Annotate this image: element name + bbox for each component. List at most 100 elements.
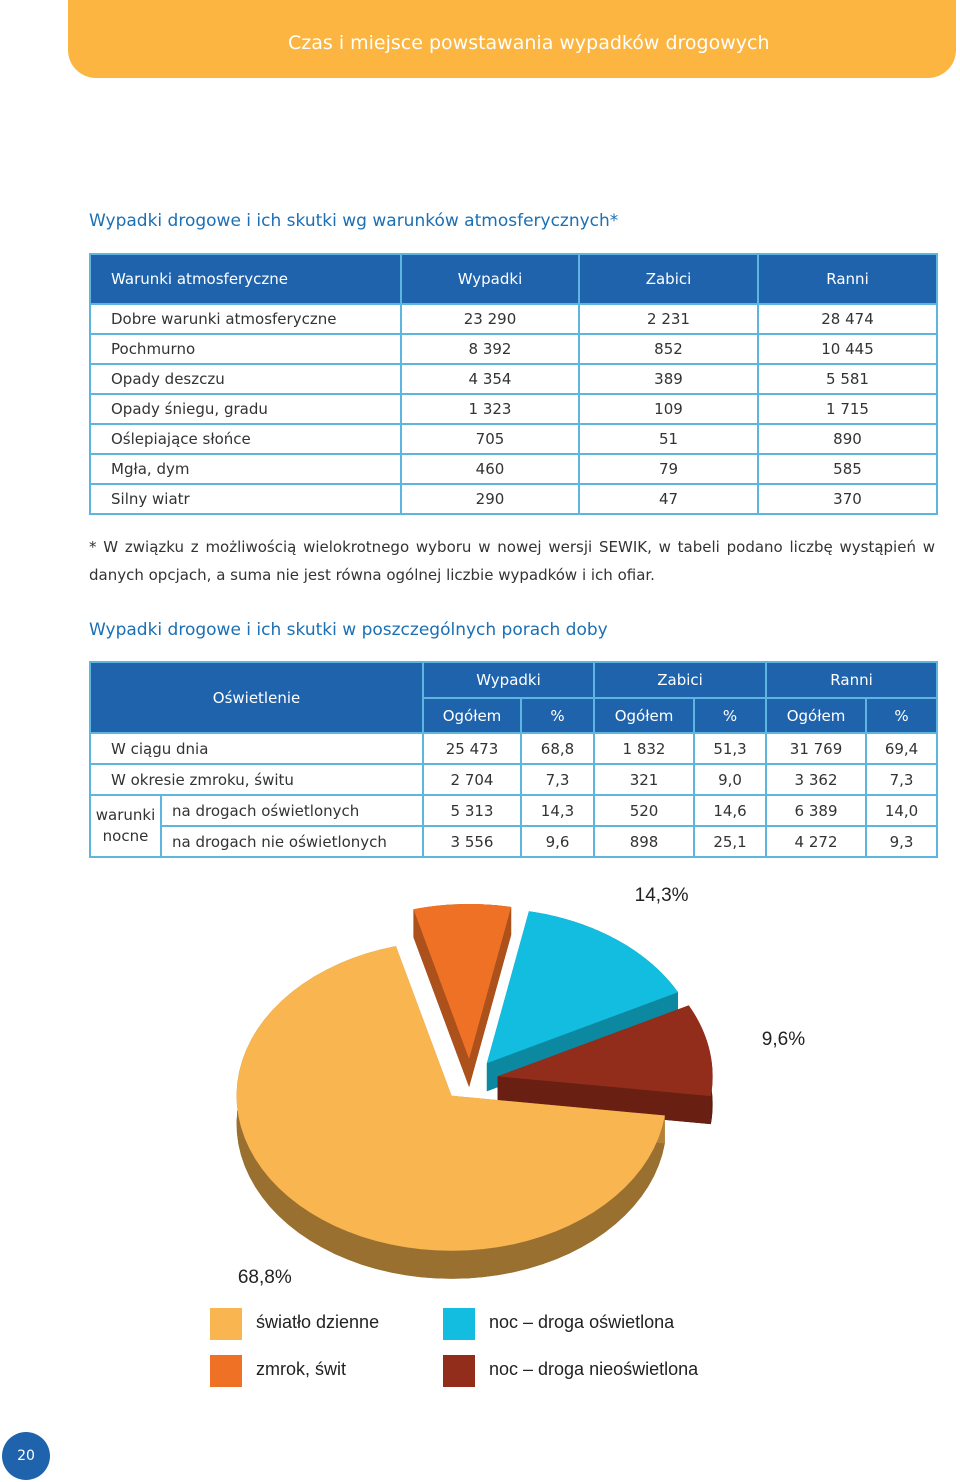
header-banner: Czas i miejsce powstawania wypadków drog… xyxy=(68,0,956,78)
cell: 10 445 xyxy=(757,333,938,365)
table-row: Opady śniegu, gradu 1 323 109 1 715 xyxy=(89,393,938,425)
cell: 47 xyxy=(578,483,759,515)
cell: 28 474 xyxy=(757,303,938,335)
group-row: Oświetlenie Wypadki Zabici Ranni xyxy=(89,661,939,734)
cell: 3 362 xyxy=(765,763,868,796)
cell: 14,6 xyxy=(693,794,768,827)
cell: 5 581 xyxy=(757,363,938,395)
cell: 1 832 xyxy=(593,732,696,765)
pie-slice xyxy=(413,904,512,1060)
group-header: Zabici xyxy=(593,661,768,699)
group-label: warunki nocne xyxy=(89,794,162,858)
legend-swatch xyxy=(443,1355,475,1387)
cell: 389 xyxy=(578,363,759,395)
table2-title: Wypadki drogowe i ich skutki w poszczegó… xyxy=(89,620,608,640)
column-header: Ranni xyxy=(757,253,938,305)
legend-label: światło dzienne xyxy=(256,1312,380,1332)
cell: 109 xyxy=(578,393,759,425)
cell: 890 xyxy=(757,423,938,455)
cell: 321 xyxy=(593,763,696,796)
table-row: Silny wiatr 290 47 370 xyxy=(89,483,938,515)
cell: Silny wiatr xyxy=(89,483,402,515)
slice-face xyxy=(497,1076,711,1125)
table-row: Mgła, dym 460 79 585 xyxy=(89,453,938,485)
cell: 23 290 xyxy=(400,303,580,335)
cell: 51,3 xyxy=(693,732,768,765)
slice-face xyxy=(413,909,470,1088)
cell: 852 xyxy=(578,333,759,365)
pie-chart: 7,3%14,3%9,6%68,8% xyxy=(236,885,805,1288)
cell: 370 xyxy=(757,483,938,515)
table-row: Dobre warunki atmosferyczne 23 290 2 231 28… xyxy=(89,303,938,335)
column-header: Warunki atmosferyczne xyxy=(89,253,402,305)
pie-slice xyxy=(236,946,665,1251)
sub-header: Ogółem xyxy=(422,697,522,734)
cell: Mgła, dym xyxy=(89,453,402,485)
cell: 31 769 xyxy=(765,732,868,765)
cell: Opady śniegu, gradu xyxy=(89,393,402,425)
pie-slice xyxy=(486,911,679,1064)
cell: 1 715 xyxy=(757,393,938,425)
weather-table: Warunki atmosferyczne Wypadki Zabici Ranni D… xyxy=(89,253,938,515)
cell: Oślepiające słońce xyxy=(89,423,402,455)
row-label: na drogach oświetlonych xyxy=(160,794,424,827)
header-title: Czas i miejsce powstawania wypadków drog… xyxy=(288,32,770,54)
daytime-table: Oświetlenie Wypadki Zabici Ranni Ogółem% Ogół… xyxy=(89,661,939,858)
cell: 7,3 xyxy=(519,763,596,796)
table-row: Oślepiające słońce 705 51 890 xyxy=(89,423,938,455)
cell: 6 389 xyxy=(765,794,868,827)
column-header: Wypadki xyxy=(400,253,580,305)
cell: 520 xyxy=(593,794,696,827)
cell: 8 392 xyxy=(400,333,580,365)
cell: 9,6 xyxy=(519,825,596,858)
table-row: Opady deszczu 4 354 389 5 581 xyxy=(89,363,938,395)
cell: Dobre warunki atmosferyczne xyxy=(89,303,402,335)
sub-header: Ogółem xyxy=(765,697,868,734)
cell: 9,3 xyxy=(865,825,939,858)
sub-header: % xyxy=(865,697,939,734)
page-number: 20 xyxy=(2,1432,50,1480)
cell: 14,3 xyxy=(519,794,596,827)
legend-label: zmrok, świt xyxy=(256,1359,346,1379)
cell: 3 556 xyxy=(422,825,522,858)
cell: 705 xyxy=(400,423,580,455)
sub-header: Ogółem xyxy=(593,697,696,734)
row-header: Oświetlenie xyxy=(89,661,424,734)
cell: 25 473 xyxy=(422,732,522,765)
sub-row: Ogółem% Ogółem% Ogółem% xyxy=(90,697,939,734)
value-label: 68,8% xyxy=(238,1267,292,1288)
cell: 4 354 xyxy=(400,363,580,395)
cell: 2 704 xyxy=(422,763,522,796)
cell: 51 xyxy=(578,423,759,455)
table-row: W ciągu dnia 25 473 68,8 1 832 51,3 31 769 69,… xyxy=(89,732,939,765)
sub-header: % xyxy=(693,697,768,734)
table-row: na drogach nie oświetlonych 3 556 9,6 898 25… xyxy=(90,825,939,858)
legend-swatch xyxy=(210,1308,242,1340)
legend-label: noc – droga nieoświetlona xyxy=(489,1359,699,1379)
column-header: Zabici xyxy=(578,253,759,305)
cell: 14,0 xyxy=(865,794,939,827)
cell: 290 xyxy=(400,483,580,515)
cell: 7,3 xyxy=(865,763,939,796)
cell: 585 xyxy=(757,453,938,485)
cell: 898 xyxy=(593,825,696,858)
legend-swatch xyxy=(443,1308,475,1340)
legend-swatch xyxy=(210,1355,242,1387)
header-row: Warunki atmosferyczne Wypadki Zabici Ranni xyxy=(89,253,938,305)
cell: 2 231 xyxy=(578,303,759,335)
table-row: W okresie zmroku, świtu 2 704 7,3 321 9,0 3 3… xyxy=(89,763,939,796)
value-label: 14,3% xyxy=(635,885,689,906)
group-header: Ranni xyxy=(765,661,939,699)
cell: Opady deszczu xyxy=(89,363,402,395)
value-label: 9,6% xyxy=(762,1029,805,1050)
table1-title: Wypadki drogowe i ich skutki wg warunków… xyxy=(89,211,619,231)
row-label: W okresie zmroku, świtu xyxy=(89,763,424,796)
cell: 79 xyxy=(578,453,759,485)
cell: 460 xyxy=(400,453,580,485)
cell: 25,1 xyxy=(693,825,768,858)
footnote: * W związku z możliwością wielokrotnego … xyxy=(89,538,935,584)
legend-label: noc – droga oświetlona xyxy=(489,1312,675,1332)
group-header: Wypadki xyxy=(421,661,596,699)
table-row: Pochmurno 8 392 852 10 445 xyxy=(89,333,938,365)
